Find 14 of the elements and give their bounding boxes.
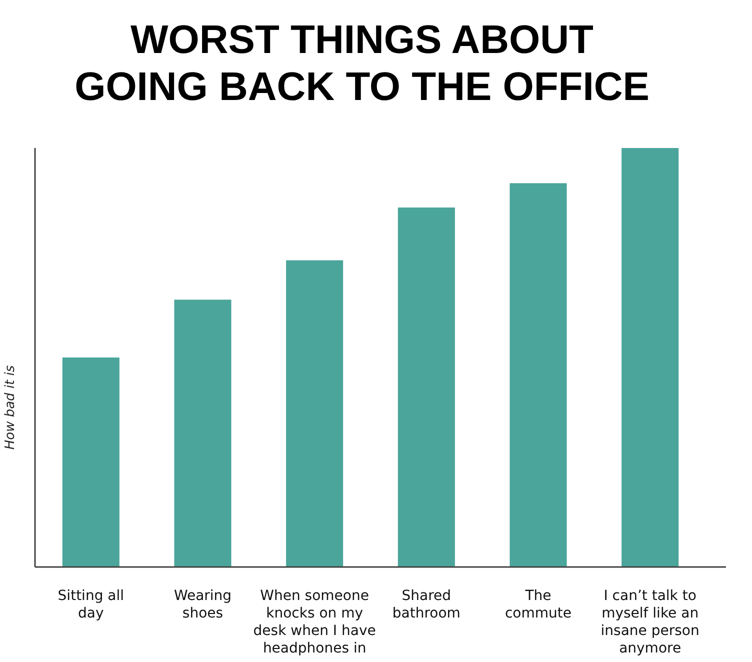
chart-title: WORST THINGS ABOUT GOING BACK TO THE OFFICE — [74, 18, 650, 109]
bar — [398, 208, 455, 567]
bar — [62, 358, 120, 567]
bar — [622, 148, 679, 567]
y-axis-title: How bad it is — [3, 365, 18, 450]
x-tick-label: Shared bathroom — [392, 588, 460, 622]
bar — [510, 183, 567, 567]
bar — [286, 260, 344, 567]
x-tick-label: Wearing shoes — [174, 588, 232, 622]
x-tick-label: Sitting all day — [58, 588, 124, 622]
x-tick-label: When someone knocks on my desk when I have headphones in — [253, 588, 376, 656]
x-tick-label: I can’t talk to myself like an insane person anymore — [600, 588, 700, 656]
x-tick-label: The commute — [504, 588, 572, 622]
bar — [174, 300, 232, 567]
